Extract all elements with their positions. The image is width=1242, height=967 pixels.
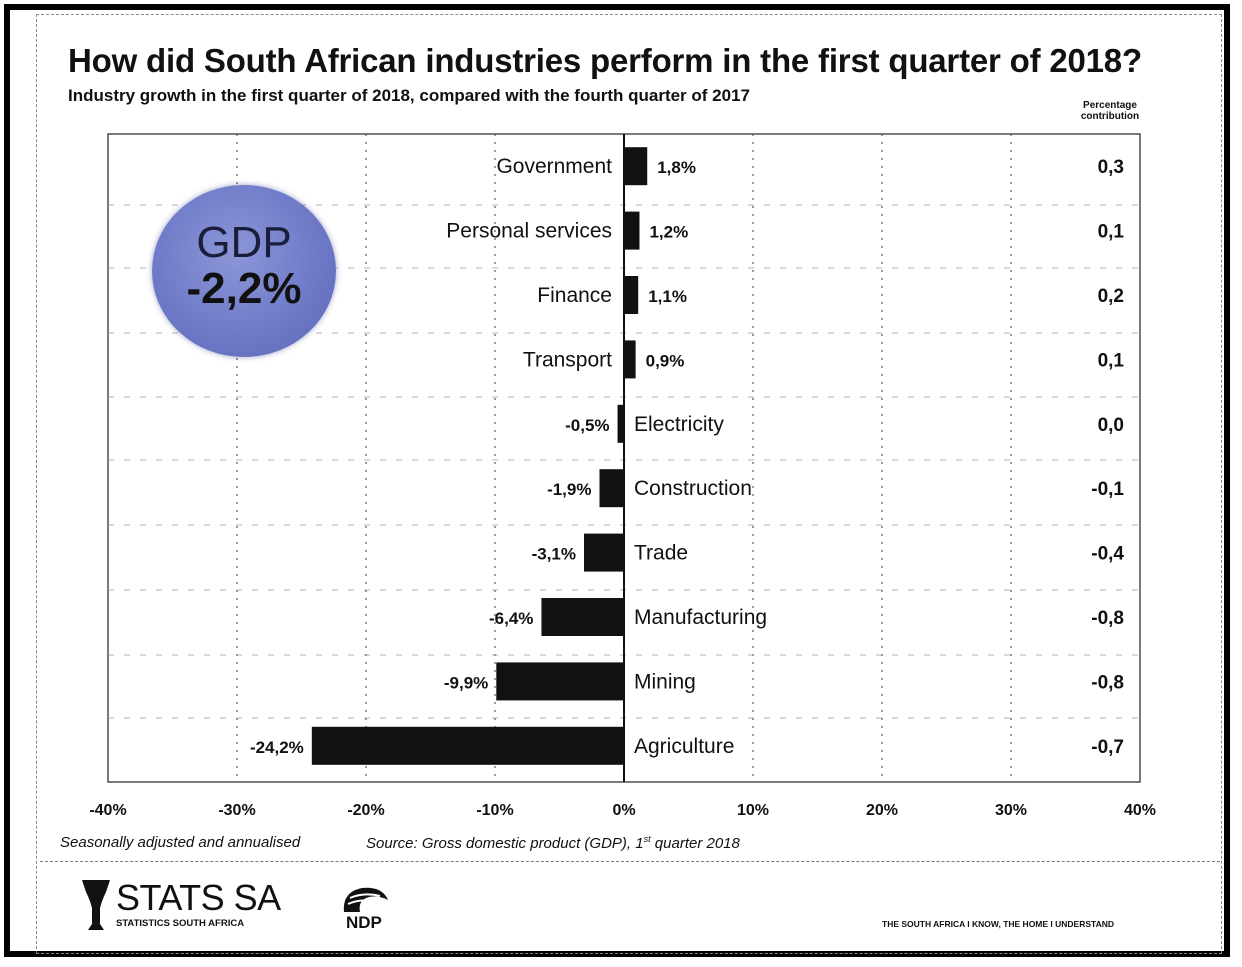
- contribution-label: 0,1: [1098, 350, 1125, 371]
- x-tick-label: 0%: [612, 802, 635, 819]
- x-tick-label: -10%: [476, 802, 513, 819]
- stats-sa-name: STATS SA: [116, 877, 281, 918]
- contribution-label: 0,3: [1098, 157, 1124, 178]
- category-label: Agriculture: [634, 735, 734, 758]
- category-label: Electricity: [634, 413, 724, 436]
- contribution-label: 0,1: [1098, 222, 1125, 243]
- x-tick-label: -20%: [347, 802, 384, 819]
- gdp-badge-label: GDP: [196, 218, 292, 267]
- contribution-label: -0,7: [1091, 737, 1124, 758]
- bar-electricity: [617, 404, 624, 443]
- value-label: -3,1%: [532, 545, 576, 564]
- footnote-seasonal: Seasonally adjusted and annualised: [60, 834, 301, 851]
- footnote-source: Source: Gross domestic product (GDP), 1s…: [366, 834, 740, 852]
- ndp-logo: NDP: [336, 882, 396, 939]
- category-label: Trade: [634, 542, 688, 565]
- bar-government: [624, 147, 648, 186]
- value-label: -9,9%: [444, 673, 488, 692]
- bar-trade: [584, 533, 624, 572]
- category-label: Construction: [634, 477, 752, 500]
- x-tick-label: 40%: [1124, 802, 1156, 819]
- inner-border: [36, 14, 1222, 954]
- value-label: 0,9%: [646, 351, 685, 370]
- footnote-source-end: quarter 2018: [650, 835, 740, 852]
- value-label: -6,4%: [489, 609, 533, 628]
- contribution-label: -0,8: [1091, 672, 1124, 693]
- stats-sa-tagline: STATISTICS SOUTH AFRICA: [116, 918, 245, 929]
- bar-agriculture: [311, 726, 624, 765]
- stats-sa-logo: STATS SA STATISTICS SOUTH AFRICA: [80, 877, 281, 938]
- value-label: 1,2%: [649, 223, 688, 242]
- chart-subtitle: Industry growth in the first quarter of …: [68, 86, 750, 105]
- category-label: Finance: [537, 284, 612, 307]
- category-label: Transport: [523, 348, 612, 371]
- bar-construction: [599, 469, 624, 508]
- contribution-header-line1: Percentage: [1083, 100, 1137, 111]
- footnote-source-text: Source: Gross domestic product (GDP), 1: [366, 835, 644, 852]
- category-label: Personal services: [446, 220, 612, 243]
- value-label: -0,5%: [565, 416, 609, 435]
- contribution-header: Percentage contribution: [1060, 100, 1160, 122]
- gdp-badge-value: -2,2%: [186, 264, 302, 313]
- x-tick-label: 30%: [995, 802, 1027, 819]
- bar-mining: [496, 662, 624, 701]
- gdp-badge: GDP -2,2%: [152, 185, 336, 357]
- category-label: Mining: [634, 670, 696, 693]
- contribution-label: -0,1: [1091, 479, 1124, 500]
- bar-manufacturing: [541, 598, 624, 636]
- x-tick-label: -40%: [89, 802, 126, 819]
- value-label: -1,9%: [547, 480, 591, 499]
- ndp-text: NDP: [346, 913, 382, 932]
- footer-divider: [40, 861, 1220, 862]
- outer-frame: [4, 4, 1230, 957]
- contribution-label: 0,0: [1098, 415, 1124, 436]
- contribution-label: -0,4: [1091, 544, 1124, 565]
- slogan: THE SOUTH AFRICA I KNOW, THE HOME I UNDE…: [882, 919, 1115, 929]
- x-tick-label: -30%: [218, 802, 255, 819]
- chart-title: How did South African industries perform…: [68, 42, 1142, 79]
- value-label: -24,2%: [250, 738, 304, 757]
- footnote-source-sup: st: [643, 834, 651, 844]
- contribution-label: -0,8: [1091, 608, 1124, 629]
- bar-transport: [624, 340, 636, 379]
- value-label: 1,8%: [657, 158, 696, 177]
- category-label: Government: [496, 155, 612, 178]
- bar-personal-services: [624, 211, 640, 250]
- category-label: Manufacturing: [634, 606, 767, 629]
- value-label: 1,1%: [648, 287, 687, 306]
- stats-sa-emblem-icon: [82, 880, 110, 930]
- contribution-label: 0,2: [1098, 286, 1124, 307]
- bar-finance: [624, 276, 639, 314]
- x-tick-label: 20%: [866, 802, 898, 819]
- x-tick-label: 10%: [737, 802, 769, 819]
- ndp-logo-icon: NDP: [343, 887, 388, 932]
- contribution-header-line2: contribution: [1080, 111, 1140, 122]
